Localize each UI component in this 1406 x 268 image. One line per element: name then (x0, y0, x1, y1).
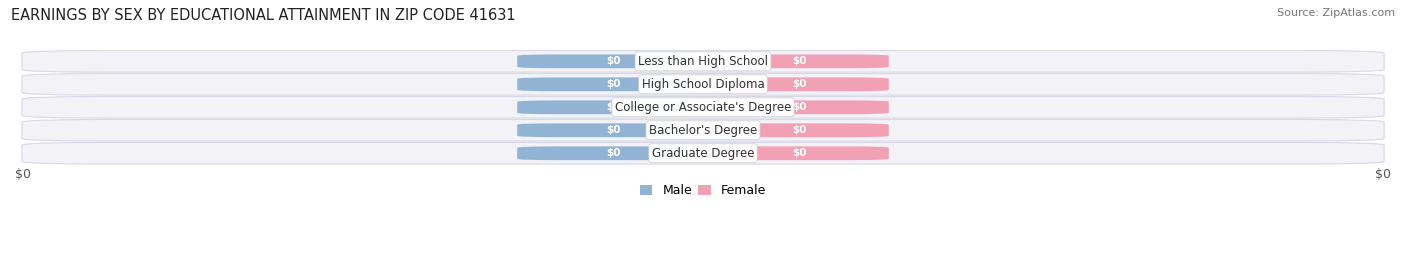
Text: $0: $0 (606, 148, 621, 158)
FancyBboxPatch shape (22, 120, 1384, 141)
FancyBboxPatch shape (22, 96, 1384, 118)
Text: $0: $0 (1375, 168, 1391, 181)
Text: EARNINGS BY SEX BY EDUCATIONAL ATTAINMENT IN ZIP CODE 41631: EARNINGS BY SEX BY EDUCATIONAL ATTAINMEN… (11, 8, 516, 23)
FancyBboxPatch shape (710, 146, 889, 160)
FancyBboxPatch shape (517, 100, 696, 114)
Text: $0: $0 (606, 102, 621, 112)
Text: $0: $0 (606, 56, 621, 66)
FancyBboxPatch shape (517, 123, 696, 137)
FancyBboxPatch shape (517, 77, 696, 91)
FancyBboxPatch shape (517, 146, 696, 160)
Text: $0: $0 (792, 102, 807, 112)
Text: $0: $0 (792, 148, 807, 158)
Text: $0: $0 (606, 79, 621, 89)
FancyBboxPatch shape (22, 143, 1384, 164)
FancyBboxPatch shape (22, 51, 1384, 72)
Text: Bachelor's Degree: Bachelor's Degree (650, 124, 756, 137)
Text: Source: ZipAtlas.com: Source: ZipAtlas.com (1277, 8, 1395, 18)
Legend: Male, Female: Male, Female (636, 179, 770, 202)
Text: $0: $0 (15, 168, 31, 181)
FancyBboxPatch shape (710, 54, 889, 68)
Text: College or Associate's Degree: College or Associate's Degree (614, 101, 792, 114)
FancyBboxPatch shape (22, 73, 1384, 95)
Text: $0: $0 (792, 56, 807, 66)
Text: $0: $0 (606, 125, 621, 135)
FancyBboxPatch shape (517, 54, 696, 68)
FancyBboxPatch shape (710, 123, 889, 137)
Text: $0: $0 (792, 79, 807, 89)
Text: High School Diploma: High School Diploma (641, 78, 765, 91)
Text: Graduate Degree: Graduate Degree (652, 147, 754, 160)
FancyBboxPatch shape (710, 77, 889, 91)
Text: $0: $0 (792, 125, 807, 135)
FancyBboxPatch shape (710, 100, 889, 114)
Text: Less than High School: Less than High School (638, 55, 768, 68)
